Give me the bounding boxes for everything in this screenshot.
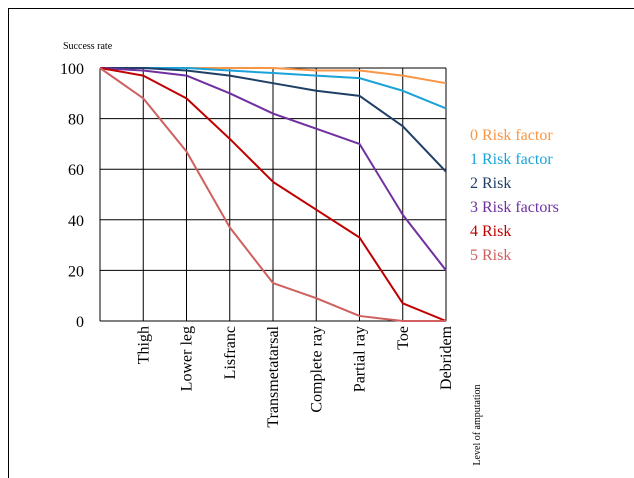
x-tick-label: Partial ray [352, 326, 369, 392]
x-tick-label: Debridem [438, 325, 455, 390]
y-tick-label: 0 [76, 314, 84, 331]
legend-entry: 4 Risk [470, 223, 511, 240]
x-tick-labels: Thigh Lower leg Lisfranc Transmetatarsal Com… [135, 325, 455, 427]
series-lines [99, 67, 447, 322]
legend-entry: 5 Risk [470, 247, 511, 264]
legend-entry: 0 Risk factor [470, 127, 553, 144]
grid [99, 67, 447, 322]
y-tick-labels: 0 20 40 60 80 100 [60, 61, 84, 331]
x-tick-label: Transmetatarsal [265, 325, 282, 427]
x-tick-label: Toe [395, 326, 412, 350]
legend-entry: 1 Risk factor [470, 151, 553, 168]
y-axis-title: Success rate [63, 41, 113, 52]
x-axis-title: Level of amputation [472, 384, 483, 465]
legend-entry: 2 Risk [470, 175, 511, 192]
series-line [99, 67, 446, 322]
x-tick-label: Complete ray [308, 326, 325, 413]
legend-entry: 3 Risk factors [470, 199, 559, 216]
y-tick-label: 60 [68, 162, 84, 179]
y-tick-label: 20 [68, 263, 84, 280]
y-tick-label: 100 [60, 61, 84, 78]
series-line [100, 67, 447, 173]
legend: 0 Risk factor 1 Risk factor 2 Risk 3 Risk f… [470, 127, 559, 264]
series-line [99, 67, 447, 322]
y-tick-label: 40 [68, 213, 84, 230]
x-tick-label: Lower leg [179, 326, 196, 391]
slide-frame [8, 8, 634, 478]
x-tick-label: Thigh [135, 326, 152, 364]
y-tick-label: 80 [68, 112, 84, 129]
x-tick-label: Lisfranc [222, 326, 239, 379]
series-line [99, 67, 447, 272]
